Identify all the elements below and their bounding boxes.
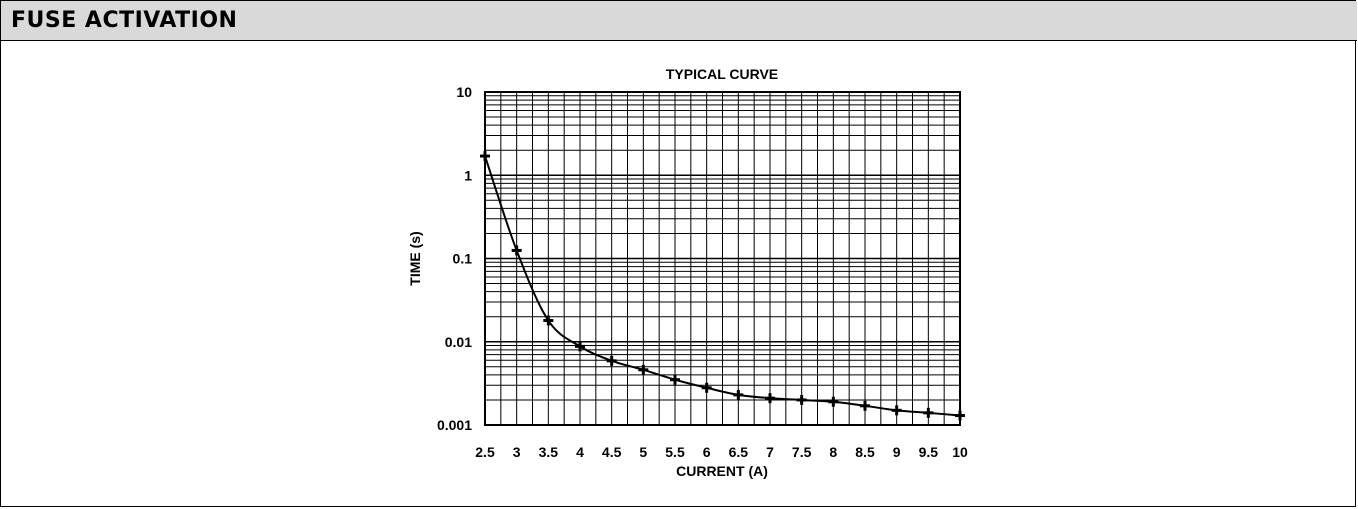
x-tick-label: 3 [513,444,521,460]
data-point-marker [796,394,807,405]
x-tick-label: 2.5 [475,444,495,460]
y-tick-label: 0.1 [453,251,473,267]
x-tick-label: 7.5 [792,444,812,460]
data-point-marker [860,400,870,411]
y-tick-label: 0.01 [445,334,472,350]
y-axis-label: TIME (s) [407,231,423,285]
y-tick-label: 10 [456,84,472,100]
x-tick-label: 4.5 [602,444,622,460]
x-tick-label: 8 [829,444,837,460]
series-markers [480,151,965,421]
data-point-marker [891,405,902,416]
data-point-marker [575,341,585,352]
y-axis-ticks: 10 1 0.1 0.01 0.001 [437,84,472,433]
x-tick-label: 8.5 [855,444,875,460]
panel-header: FUSE ACTIVATION [1,1,1357,41]
data-point-marker [701,382,712,393]
x-tick-label: 5 [639,444,647,460]
x-tick-label: 9.5 [919,444,939,460]
data-point-marker [828,396,839,407]
data-point-marker [606,355,617,366]
data-point-marker [955,410,965,421]
x-tick-label: 10 [952,444,968,460]
panel-title: FUSE ACTIVATION [11,8,238,33]
data-point-marker [765,393,775,404]
data-point-marker [543,315,554,326]
x-tick-label: 3.5 [539,444,559,460]
chart-title: TYPICAL CURVE [666,66,778,82]
x-tick-label: 5.5 [665,444,685,460]
series-line [484,155,961,417]
x-axis-label: CURRENT (A) [676,463,768,479]
x-tick-label: 4 [576,444,584,460]
data-point-marker [511,245,522,256]
x-tick-label: 6 [703,444,711,460]
plot-area [484,91,961,426]
data-point-marker [670,374,680,385]
x-tick-label: 9 [893,444,901,460]
x-tick-label: 6.5 [729,444,749,460]
y-tick-label: 0.001 [437,417,472,433]
data-point-marker [923,407,934,418]
data-point-marker [638,364,649,375]
data-point-marker [480,151,490,162]
x-tick-label: 7 [766,444,774,460]
y-tick-label: 1 [464,167,472,183]
data-point-marker [733,389,744,400]
chart-grid [484,92,961,426]
x-axis-ticks: 2.5 3 3.5 4 4.5 5 5.5 6 6.5 7 7.5 8 8.5 9 9.5 10 [475,444,968,460]
